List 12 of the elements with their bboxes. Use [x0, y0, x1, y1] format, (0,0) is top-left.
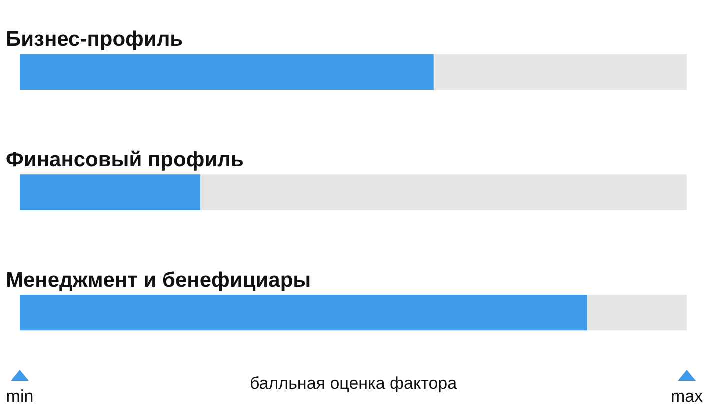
bar: [20, 295, 588, 331]
text: max: [670, 387, 704, 406]
y-tick-label: Менеджмент и бенефициары: [6, 268, 312, 292]
bar: [200, 174, 687, 210]
x-axis-title: балльная оценка фактора: [250, 374, 458, 393]
y-tick-label: Финансовый профиль: [6, 148, 244, 172]
bar: [433, 54, 687, 90]
text: min: [6, 387, 34, 406]
bar: [586, 295, 687, 331]
bar: [20, 54, 434, 90]
bar: [20, 174, 200, 210]
y-tick-label: Бизнес-профиль: [6, 28, 184, 52]
